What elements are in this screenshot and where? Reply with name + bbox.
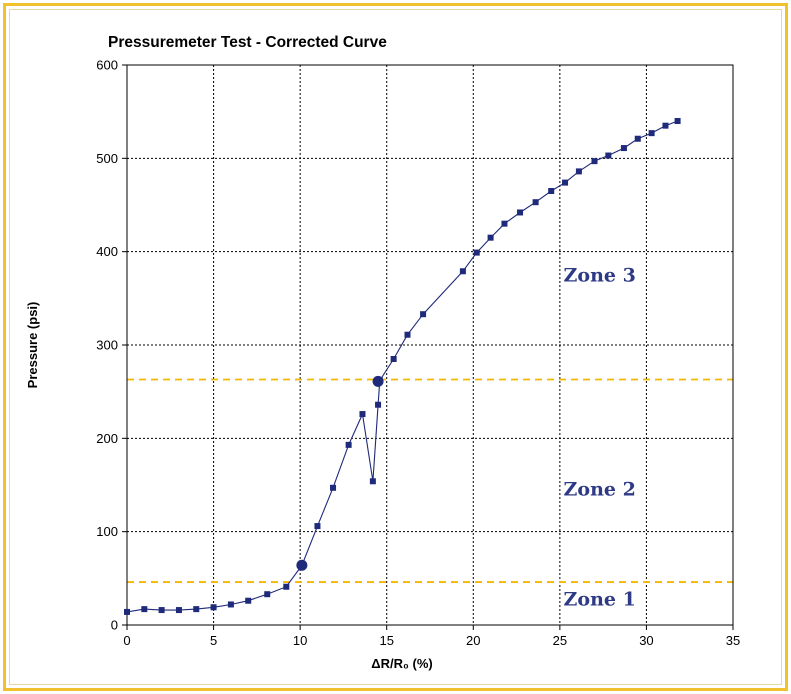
- y-axis-ticks: 0 100 200 300 400 500 600: [96, 58, 127, 633]
- data-point: [175, 607, 182, 614]
- chart-frame-inner: [9, 9, 782, 685]
- data-point: [264, 591, 271, 598]
- highlight-point: [296, 559, 308, 571]
- x-tick-label: 10: [293, 633, 307, 648]
- x-tick-label: 0: [123, 633, 130, 648]
- data-point: [375, 401, 382, 408]
- data-point: [662, 122, 669, 129]
- data-point: [487, 234, 494, 241]
- data-point: [634, 135, 641, 142]
- data-point: [193, 606, 200, 613]
- grid: [127, 65, 733, 625]
- data-point: [330, 484, 337, 491]
- zone-label: Zone 3: [564, 265, 636, 287]
- data-point: [141, 606, 148, 613]
- series-line: [126, 120, 678, 613]
- data-point: [227, 601, 234, 608]
- plot-area: [126, 64, 734, 626]
- y-tick-label: 500: [96, 151, 118, 166]
- data-point: [501, 220, 508, 227]
- x-tick-label: 25: [553, 633, 567, 648]
- y-tick-label: 100: [96, 524, 118, 539]
- data-point: [283, 583, 290, 590]
- data-point: [390, 356, 397, 362]
- x-tick-label: 15: [379, 633, 393, 648]
- x-axis-ticks: 0 5 10 15 20 25 30 35: [123, 625, 740, 648]
- data-point: [605, 152, 612, 159]
- zone-label: Zone 1: [564, 588, 636, 610]
- data-point: [314, 523, 321, 530]
- data-point: [548, 188, 555, 194]
- y-tick-label: 200: [96, 431, 118, 446]
- data-point: [517, 209, 524, 216]
- chart-title: Pressuremeter Test - Corrected Curve: [108, 34, 387, 51]
- x-tick-label: 20: [466, 633, 480, 648]
- y-tick-label: 300: [96, 338, 118, 353]
- y-tick-label: 0: [111, 618, 118, 633]
- data-point: [562, 179, 569, 186]
- data-point: [359, 411, 366, 418]
- y-tick-label: 400: [96, 244, 118, 259]
- data-point: [620, 145, 627, 152]
- data-point: [473, 249, 480, 256]
- series: [124, 118, 681, 615]
- data-point: [124, 608, 130, 615]
- x-tick-label: 30: [639, 633, 653, 648]
- data-point: [158, 607, 165, 614]
- data-point: [674, 118, 681, 124]
- data-point: [532, 199, 539, 206]
- data-point: [420, 311, 427, 318]
- data-point: [404, 331, 411, 338]
- data-point: [345, 441, 352, 448]
- y-axis-label: Pressure (psi): [25, 302, 40, 389]
- zone-annotations: Zone 3 Zone 2 Zone 1: [564, 265, 636, 611]
- highlight-point: [372, 375, 384, 387]
- data-point: [591, 158, 598, 165]
- data-point: [459, 268, 466, 275]
- x-tick-label: 5: [210, 633, 217, 648]
- data-point: [575, 168, 582, 175]
- reference-lines: [127, 378, 733, 583]
- data-point: [648, 130, 655, 137]
- zone-label: Zone 2: [564, 478, 636, 500]
- x-axis-label: ΔR/R₀ (%): [371, 656, 432, 671]
- data-point: [245, 597, 252, 604]
- x-tick-label: 35: [726, 633, 740, 648]
- data-point: [369, 478, 376, 485]
- y-tick-label: 600: [96, 58, 118, 73]
- data-point: [210, 604, 217, 611]
- chart-frame: [3, 3, 788, 691]
